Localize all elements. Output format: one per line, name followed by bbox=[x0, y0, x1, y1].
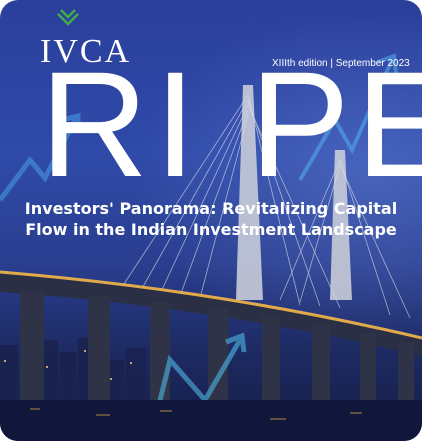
arrow-graphic-right bbox=[298, 53, 398, 182]
headline-line-1: Investors' Panorama: Revitalizing Capita… bbox=[24, 199, 398, 218]
ivca-logo: IVCA bbox=[40, 8, 136, 74]
leaf-chevron-icon bbox=[57, 9, 79, 26]
water-reflections bbox=[30, 408, 362, 420]
arrow-graphic-left bbox=[0, 112, 81, 202]
bridge-piers bbox=[20, 292, 414, 402]
bridge-cables bbox=[119, 94, 411, 319]
bridge-deck-lights bbox=[0, 270, 422, 340]
cover-headline: Investors' Panorama: Revitalizing Capita… bbox=[14, 198, 408, 240]
logo-text: IVCA bbox=[40, 33, 132, 70]
headline-line-2: Flow in the Indian Investment Landscape bbox=[25, 220, 397, 239]
bridge-towers bbox=[236, 85, 352, 300]
water bbox=[0, 400, 422, 441]
edition-label: XIIIth edition | September 2023 bbox=[272, 58, 410, 69]
masthead-title: RI PE bbox=[40, 40, 422, 208]
